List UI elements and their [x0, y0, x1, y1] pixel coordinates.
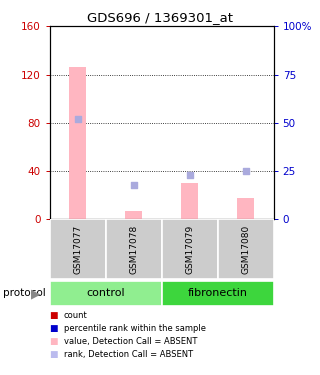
Text: value, Detection Call = ABSENT: value, Detection Call = ABSENT [64, 337, 197, 346]
Point [187, 172, 192, 178]
Text: ■: ■ [50, 324, 58, 333]
Bar [218, 219, 274, 279]
Text: GSM17080: GSM17080 [241, 225, 250, 274]
Bar [69, 67, 86, 219]
Text: count: count [64, 311, 88, 320]
Bar [50, 219, 106, 279]
Text: protocol: protocol [3, 288, 46, 298]
Bar [162, 281, 274, 306]
Text: ▶: ▶ [31, 287, 41, 300]
Text: percentile rank within the sample: percentile rank within the sample [64, 324, 206, 333]
Point [131, 182, 136, 188]
Bar [106, 219, 162, 279]
Text: ■: ■ [50, 311, 58, 320]
Text: fibronectin: fibronectin [188, 288, 248, 298]
Bar [50, 281, 162, 306]
Bar [162, 219, 218, 279]
Text: GSM17077: GSM17077 [73, 225, 82, 274]
Text: control: control [86, 288, 125, 298]
Text: GDS696 / 1369301_at: GDS696 / 1369301_at [87, 11, 233, 24]
Text: rank, Detection Call = ABSENT: rank, Detection Call = ABSENT [64, 350, 193, 358]
Text: GSM17079: GSM17079 [185, 225, 194, 274]
Point [243, 168, 248, 174]
Bar [125, 211, 142, 219]
Point [75, 116, 80, 122]
Bar [237, 198, 254, 219]
Text: ■: ■ [50, 337, 58, 346]
Text: ■: ■ [50, 350, 58, 358]
Bar [181, 183, 198, 219]
Text: GSM17078: GSM17078 [129, 225, 138, 274]
